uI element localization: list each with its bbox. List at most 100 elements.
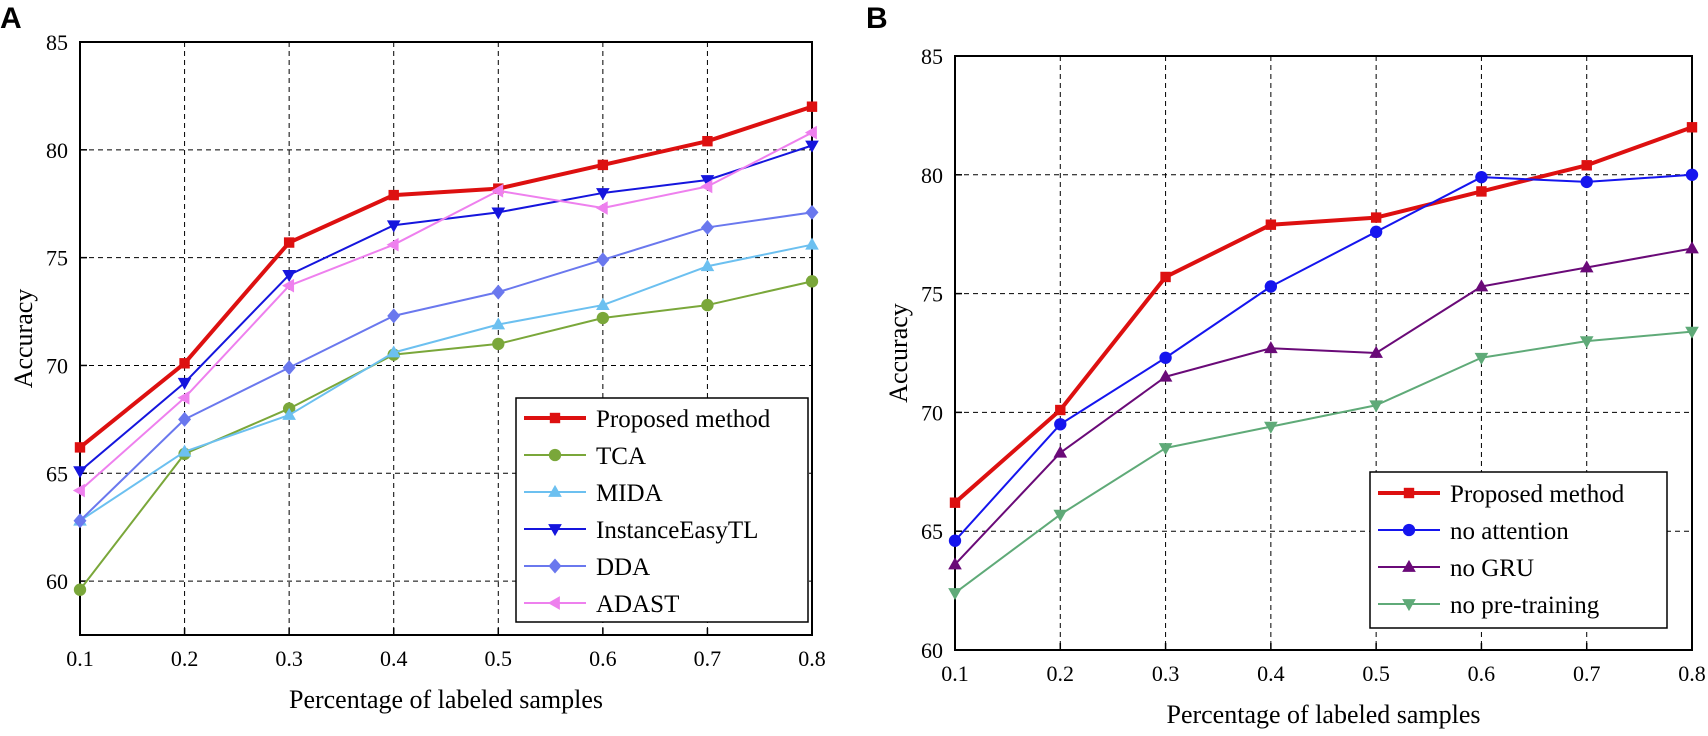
y-tick-label: 70 [921,400,943,425]
series-proposed-method [949,122,1698,508]
data-point-no-attention [1159,351,1172,364]
data-point-no-attention [948,534,962,547]
data-point-mida [386,345,401,358]
legend: Proposed method no attention no GRU no pre-… [1369,471,1668,629]
legend-label: InstanceEasyTL [596,517,758,544]
legend-label: no GRU [1450,555,1534,582]
y-tick-label: 60 [46,569,68,594]
data-point-no-pre-training [1158,443,1173,456]
x-tick-label: 0.8 [1678,661,1706,686]
series-no-pre-training [948,326,1699,601]
x-tick-label: 0.5 [1362,661,1390,686]
data-point-instanceeasytl [596,188,610,201]
legend-item-dda: DDA [524,554,650,581]
legend-box [1369,471,1668,629]
data-point-mida [491,317,506,330]
data-point-instanceeasytl [177,377,192,390]
x-tick-label: 0.7 [1573,661,1601,686]
series-line-no-pre-training [954,330,1693,594]
legend-item-no-pre-training: no pre-training [1378,592,1600,619]
x-tick-label: 0.6 [1468,661,1496,686]
data-point-mida [282,407,296,420]
legend-label: MIDA [596,480,663,507]
x-tick-label: 0.8 [798,646,826,671]
legend-item-proposed-method: Proposed method [1378,481,1625,508]
y-axis-title: Accuracy [884,303,913,403]
chart-panel-a: 0.1 0.2 0.3 0.4 0.5 0.6 0.7 0.8 60 65 70 75 80 85 Perc… [9,30,826,714]
series-adast [72,125,817,498]
legend-item-proposed-method: Proposed method [524,406,771,433]
y-tick-label: 75 [921,282,943,307]
data-point-no-pre-training [1579,336,1594,349]
y-tick-label: 60 [921,638,943,663]
data-point-no-pre-training [1685,326,1699,339]
data-point-instanceeasytl [386,220,401,233]
x-tick-label: 0.4 [1257,661,1285,686]
data-point-dda [805,204,819,220]
data-point-no-pre-training [1053,509,1068,522]
y-tick-label: 75 [46,246,68,271]
series-line-adast [79,131,813,492]
data-point-no-attention [1580,175,1593,189]
legend: Proposed method TCA MIDA InstanceEasyTL DDA A… [515,397,809,623]
data-point-proposed-method [179,358,190,369]
y-tick-label: 80 [921,163,943,188]
data-point-mida [177,444,192,457]
data-point-proposed-method [949,497,961,508]
series-line-proposed-method [78,104,813,449]
legend-marker [548,484,562,497]
data-point-instanceeasytl [700,175,715,188]
data-point-proposed-method [1265,219,1277,230]
x-tick-label: 0.2 [1047,661,1075,686]
data-point-no-attention [1054,418,1067,431]
chart-panel-b: 0.1 0.2 0.3 0.4 0.5 0.6 0.7 0.8 60 65 70 75 80 85 Perc… [884,44,1706,729]
data-point-no-pre-training [1264,421,1278,434]
legend-label: no pre-training [1450,592,1600,619]
series-line-proposed-method [953,125,1693,505]
data-point-dda [73,513,87,529]
legend-item-no-attention: no attention [1378,518,1569,545]
data-point-tca [805,275,819,288]
data-point-proposed-method [1055,404,1066,416]
data-point-instanceeasytl [491,207,506,220]
series-no-gru [948,241,1699,570]
legend-marker [1402,559,1416,572]
plot-frame [954,55,1693,651]
y-tick-label: 70 [46,353,68,378]
data-point-proposed-method [1476,186,1487,197]
series-no-attention [948,168,1699,547]
series-line-no-attention [954,173,1693,542]
data-point-instanceeasytl [805,140,819,153]
data-point-adast [595,201,608,215]
data-point-adast [491,183,504,198]
data-point-no-attention [1369,225,1383,238]
legend-item-tca: TCA [524,443,646,470]
panel-label-b: B [866,2,888,35]
data-point-dda [282,360,296,376]
x-tick-label: 0.7 [694,646,722,671]
legend-label: TCA [596,443,646,470]
legend-marker [548,524,562,537]
legend-marker [1402,523,1416,537]
legend-item-instanceeasytl: InstanceEasyTL [524,517,758,544]
legend-label: no attention [1450,518,1569,545]
data-point-dda [387,308,401,324]
legend-label: ADAST [596,591,679,618]
x-tick-label: 0.3 [1152,661,1180,686]
x-tick-label: 0.5 [485,646,513,671]
data-point-proposed-method [702,135,713,147]
x-tick-label: 0.4 [380,646,408,671]
plot-frame [79,41,813,636]
y-tick-label: 80 [46,138,68,163]
data-point-proposed-method [597,159,609,171]
data-point-proposed-method [1370,212,1382,223]
data-point-no-gru [1474,279,1489,292]
x-tick-label: 0.1 [66,646,94,671]
legend-item-no-gru: no GRU [1378,555,1534,582]
data-point-no-gru [1264,341,1278,354]
legend-label: Proposed method [596,406,771,433]
data-point-adast [281,278,295,293]
data-point-no-attention [1475,171,1488,184]
legend-label: Proposed method [1450,481,1625,508]
series-line-dda [79,211,813,522]
